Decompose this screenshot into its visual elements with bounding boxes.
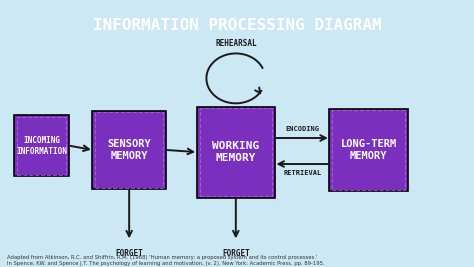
Text: FORGET: FORGET	[115, 249, 143, 258]
Text: LONG-TERM
MEMORY: LONG-TERM MEMORY	[340, 139, 397, 161]
Text: RETRIEVAL: RETRIEVAL	[283, 170, 321, 176]
FancyBboxPatch shape	[92, 111, 166, 189]
Text: INFORMATION PROCESSING DIAGRAM: INFORMATION PROCESSING DIAGRAM	[92, 18, 382, 33]
Text: WORKING
MEMORY: WORKING MEMORY	[212, 141, 259, 163]
Text: SENSORY
MEMORY: SENSORY MEMORY	[107, 139, 151, 161]
Text: FORGET: FORGET	[222, 249, 250, 258]
Text: Adapted from Atkinson, R.C. and Shiffrin, R.M. (1968) 'Human memory: a proposed : Adapted from Atkinson, R.C. and Shiffrin…	[7, 255, 325, 266]
FancyBboxPatch shape	[14, 115, 69, 176]
Text: INCOMING
INFORMATION: INCOMING INFORMATION	[16, 136, 67, 156]
Text: ENCODING: ENCODING	[285, 126, 319, 132]
Text: REHEARSAL: REHEARSAL	[215, 39, 256, 48]
FancyBboxPatch shape	[329, 109, 408, 191]
FancyBboxPatch shape	[197, 107, 275, 198]
